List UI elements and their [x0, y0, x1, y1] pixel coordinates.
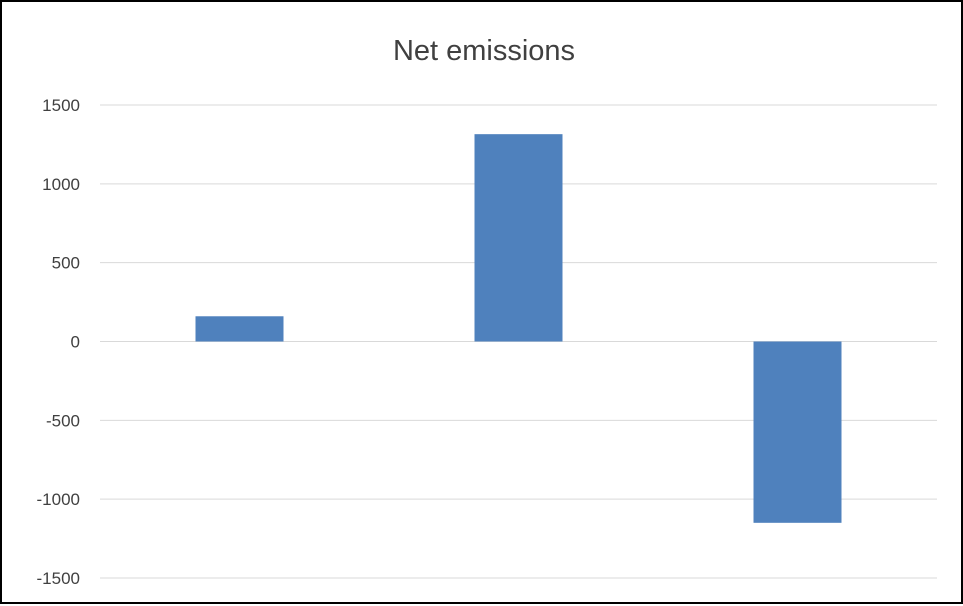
chart-title: Net emissions: [393, 35, 575, 67]
bar: [753, 341, 842, 523]
y-tick-label: -1500: [37, 569, 80, 588]
y-tick-label: 0: [71, 333, 80, 352]
bar: [474, 134, 563, 342]
y-axis-tick-labels: 1500 1000 500 0 -500 -1000 -1500: [37, 96, 80, 588]
y-tick-label: 1500: [42, 96, 80, 115]
y-tick-label: 1000: [42, 175, 80, 194]
y-tick-label: -500: [46, 411, 80, 430]
bars: [195, 134, 842, 523]
bar: [195, 316, 284, 342]
y-tick-label: -1000: [37, 490, 80, 509]
y-tick-label: 500: [52, 254, 80, 273]
